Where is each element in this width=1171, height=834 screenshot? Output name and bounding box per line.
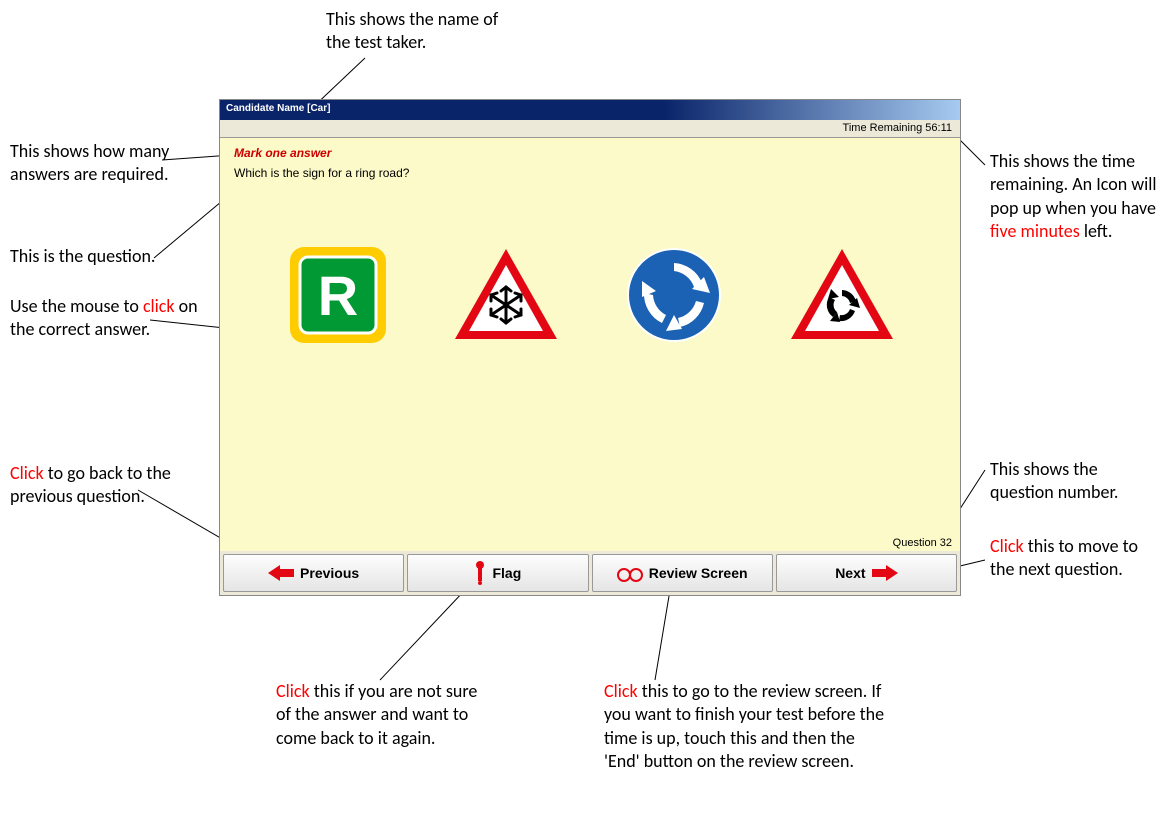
titlebar: Candidate Name [Car]: [220, 100, 960, 120]
button-bar: Previous Flag Review Screen Next: [220, 551, 960, 595]
flag-button[interactable]: Flag: [407, 554, 588, 592]
annotation-question: This is the question.: [10, 245, 210, 268]
annotation-time: This shows the time remaining. An Icon w…: [990, 150, 1165, 244]
ice-warning-sign-icon: [451, 245, 561, 345]
previous-button[interactable]: Previous: [223, 554, 404, 592]
question-number: Question 32: [893, 537, 952, 549]
annotation-previous: Click to go back to the previous questio…: [10, 462, 210, 509]
answer-option-d[interactable]: [787, 240, 897, 350]
annotation-click-answer: Use the mouse to click on the correct an…: [10, 295, 210, 342]
roundabout-warning-sign-icon: [787, 245, 897, 345]
app-window: Candidate Name [Car] Time Remaining 56:1…: [219, 99, 961, 596]
annotation-flag: Click this if you are not sure of the an…: [276, 680, 496, 750]
annotation-top: This shows the name of the test taker.: [326, 8, 526, 55]
mini-roundabout-sign-icon: [624, 245, 724, 345]
time-remaining: Time Remaining 56:11: [220, 120, 960, 138]
question-area: Mark one answer Which is the sign for a …: [220, 138, 960, 551]
annotation-answers-required: This shows how many answers are required…: [10, 140, 210, 187]
ring-road-r-sign-icon: R: [288, 245, 388, 345]
flag-label: Flag: [492, 565, 521, 581]
question-text: Which is the sign for a ring road?: [234, 166, 946, 180]
answer-options: R: [234, 240, 946, 350]
annotation-qnum: This shows the question number.: [990, 458, 1165, 505]
arrow-left-icon: [268, 565, 294, 581]
annotation-review: Click this to go to the review screen. I…: [604, 680, 894, 774]
answer-option-c[interactable]: [619, 240, 729, 350]
svg-text:R: R: [318, 264, 358, 327]
next-label: Next: [835, 565, 865, 581]
review-label: Review Screen: [649, 565, 748, 581]
answer-option-b[interactable]: [451, 240, 561, 350]
instruction-text: Mark one answer: [234, 146, 946, 160]
annotation-next: Click this to move to the next question.: [990, 535, 1165, 582]
arrow-right-icon: [872, 565, 898, 581]
next-button[interactable]: Next: [776, 554, 957, 592]
review-button[interactable]: Review Screen: [592, 554, 773, 592]
previous-label: Previous: [300, 565, 359, 581]
answer-option-a[interactable]: R: [283, 240, 393, 350]
glasses-icon: [617, 564, 643, 582]
flag-icon: [474, 561, 486, 585]
